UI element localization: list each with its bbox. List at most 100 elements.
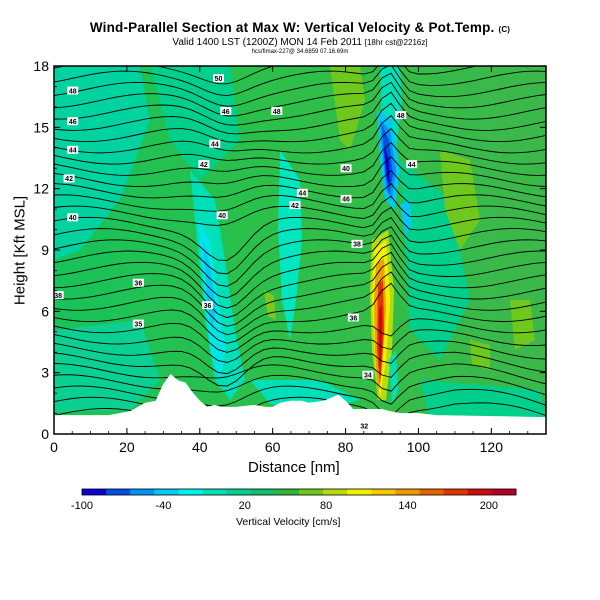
contour-label: 35 [132,319,144,328]
contour-label: 50 [213,74,224,83]
y-tick-label: 9 [41,242,49,258]
contour-label-text: 38 [54,293,62,300]
y-tick-label: 12 [33,181,49,197]
chart-title: Wind-Parallel Section at Max W: Vertical… [89,20,511,35]
isentrope-line [54,396,546,428]
vertical-velocity-field [54,66,546,434]
colorbar-swatch [323,489,348,495]
velocity-region [420,380,546,420]
colorbar-tick-label: 20 [239,500,251,512]
contour-label-text: 48 [69,88,77,95]
isentrope-line [54,66,546,97]
colorbar-swatch [419,489,445,495]
colorbar-swatch [371,489,396,495]
colorbar-swatch [226,489,252,495]
contour-label: 48 [395,111,407,120]
velocity-region [510,300,535,350]
contour-label: 44 [67,145,79,155]
chart-subtitle-small: hcs/fimax-227@ 34.6859 07.16.69m [251,49,349,55]
x-axis-label: Distance [nm] [248,459,340,476]
contour-label: 44 [209,139,221,148]
contour-label: 42 [63,174,75,183]
colorbar-swatch [82,489,107,495]
contour-label: 42 [289,201,301,210]
isentrope-line [54,261,546,327]
colorbar-swatch [467,489,493,495]
contour-label: 46 [340,194,352,204]
contour-label-text: 36 [204,303,212,310]
isentrope-line [54,234,546,299]
isentrope-line [54,318,546,353]
isentrope-line [54,271,546,336]
contour-label-text: 35 [134,321,142,328]
velocity-region [470,340,490,370]
chart-subtitle: Valid 1400 LST (1200Z) MON 14 Feb 2011 [… [172,37,428,48]
contour-label: 36 [347,313,359,322]
colorbar-swatch [178,489,203,495]
colorbar-swatch [299,489,324,495]
contour-label: 36 [202,301,214,310]
contour-label: 32 [358,421,370,431]
isentrope-line [54,217,546,275]
y-tick-label: 15 [33,119,49,135]
contour-label: 40 [216,211,228,220]
contour-label-text: 42 [200,162,208,169]
isentrope-line [54,156,546,188]
isentrope-line [54,183,546,212]
colorbar-swatch [250,489,276,495]
contour-label-text: 40 [69,215,77,222]
contour-label-text: 44 [211,141,219,148]
isentrope-line [54,329,546,363]
isentrope-line [54,72,546,117]
x-tick-label: 40 [192,439,208,455]
contour-label-text: 36 [349,315,357,322]
contour-label-text: 34 [364,373,372,380]
isentrope-line [54,363,546,392]
isentrope-line [54,102,546,143]
isentrope-line [54,141,546,176]
velocity-region [440,150,480,250]
colorbar-tick-label: 140 [398,500,416,512]
colorbar-swatch [395,489,420,495]
contour-label-text: 46 [222,109,230,116]
isentrope-line [54,128,546,165]
y-tick-label: 3 [41,365,49,381]
y-axis-label: Height [Kft MSL] [11,195,29,306]
velocity-region [384,145,390,185]
colorbar-swatch [154,489,179,495]
contour-label-text: 46 [342,197,350,204]
velocity-region [379,305,382,375]
y-tick-label: 18 [33,58,49,74]
x-tick-label: 120 [480,439,504,455]
contour-label: 48 [271,106,283,116]
contour-label: 46 [67,117,79,126]
isentrope-line [54,91,546,135]
isentrope-line [54,351,546,387]
colorbar-frame [81,488,517,496]
contour-label-text: 42 [291,203,299,210]
colorbar-swatch [130,489,155,495]
velocity-region [54,66,150,260]
contour-label-text: 44 [298,191,306,198]
contour-label: 44 [296,188,308,198]
x-axis: 0 20 40 60 80 100 120 [50,66,529,455]
colorbar-swatch [274,489,300,495]
contour-label-text: 42 [65,176,73,183]
contour-label: 40 [340,164,352,173]
isentrope-line [54,66,479,85]
isentrope-line [54,81,546,126]
contour-label: 38 [54,290,64,300]
contour-label-text: 40 [342,166,350,173]
isentrope-line [54,251,546,319]
contour-label: 40 [67,213,79,222]
colorbar-tick-label: -40 [155,500,171,512]
colorbar-tick-label: 200 [480,500,498,512]
velocity-region [400,160,470,360]
contour-label-text: 48 [273,109,281,116]
colorbar-tick-label: 80 [320,500,332,512]
isentrope-line [54,282,546,344]
isentrope-line [54,66,546,107]
colorbar-swatch [443,489,469,495]
contour-label: 44 [406,160,418,169]
